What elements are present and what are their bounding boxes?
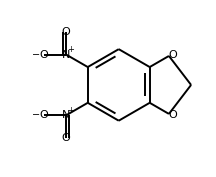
Text: +: + [67, 106, 74, 115]
Text: N: N [62, 110, 70, 120]
Text: O: O [168, 50, 177, 59]
Text: +: + [67, 45, 74, 54]
Text: O: O [62, 133, 70, 142]
Text: O: O [168, 110, 177, 120]
Text: −: − [32, 110, 40, 120]
Text: O: O [40, 50, 48, 59]
Text: O: O [62, 27, 70, 37]
Text: −: − [32, 50, 40, 59]
Text: N: N [62, 50, 70, 59]
Text: O: O [40, 110, 48, 120]
